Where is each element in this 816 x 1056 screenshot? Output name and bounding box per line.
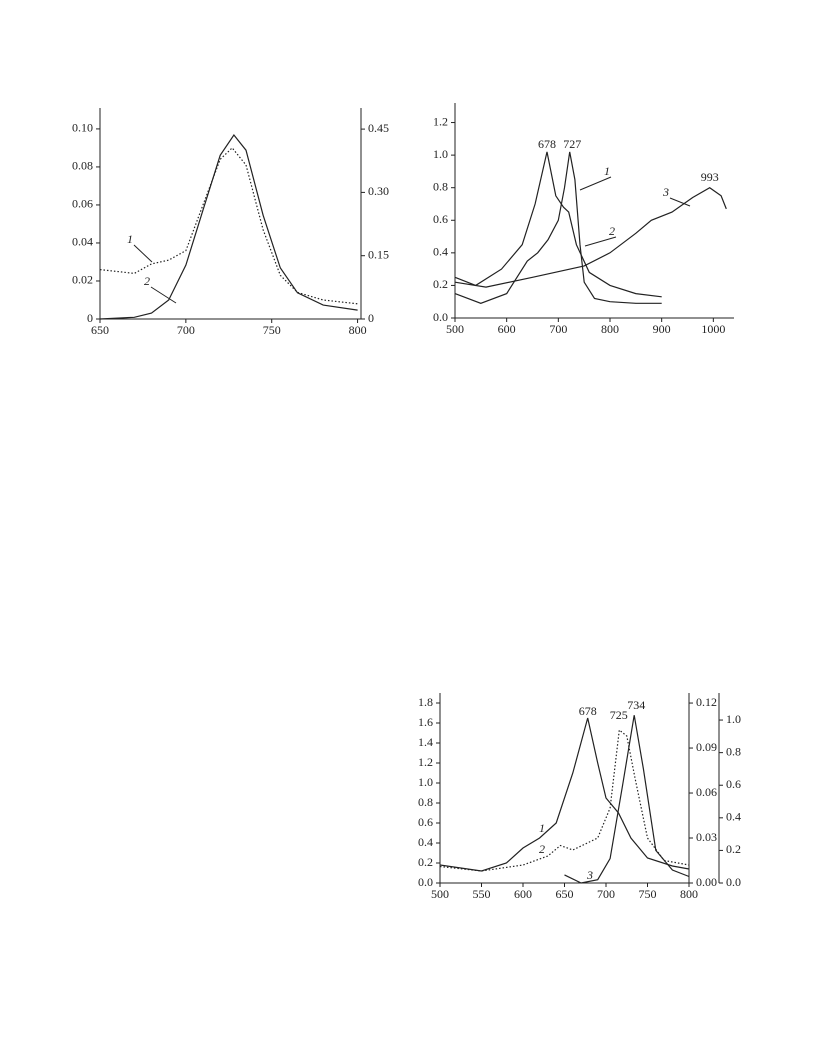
x-tick-label: 700 [177,323,195,337]
y2-tick-label: 0 [368,311,374,325]
x-tick-label: 800 [601,322,619,336]
curve [454,186,727,288]
y-tick-label: 0.10 [72,121,93,135]
x-tick-label: 750 [639,887,657,901]
curve [99,147,358,305]
y-tick-label: 0.0 [433,310,448,324]
y-tick-label: 1.6 [418,715,433,729]
x-tick-label: 750 [263,323,281,337]
leader [579,176,612,191]
peak-label: 727 [563,137,581,151]
leader [133,244,153,263]
y2-tick-label: 0.45 [368,121,389,135]
y-tick-label: 0.2 [418,855,433,869]
curve-label: 1 [604,164,610,178]
y-tick-label: 1.8 [418,695,433,709]
curve [564,715,690,884]
y-tick-label: 0.6 [418,815,433,829]
y-tick-label: 0.6 [433,212,448,226]
y3-tick-label: 1.0 [726,712,741,726]
curve-label: 2 [609,224,615,238]
x-tick-label: 500 [446,322,464,336]
y3-tick-label: 0.4 [726,810,741,824]
y-tick-label: 0.08 [72,159,93,173]
x-tick-label: 600 [498,322,516,336]
curve [439,728,690,872]
curve-label: 2 [144,274,150,288]
x-tick-label: 650 [91,323,109,337]
y2-tick-label: 0.09 [696,740,717,754]
peak-label: 678 [579,704,597,718]
curve [99,133,358,320]
peak-label: 725 [610,708,628,722]
x-tick-label: 800 [680,887,698,901]
y-tick-label: 0.06 [72,197,93,211]
x-tick-label: 800 [349,323,367,337]
peak-label: 993 [701,170,719,184]
y-tick-label: 0.04 [72,235,93,249]
y-tick-label: 0.4 [433,245,448,259]
peak-label: 734 [627,698,645,712]
y2-tick-label: 0.00 [696,875,717,889]
peak-label: 678 [538,137,556,151]
y-tick-label: 0.2 [433,277,448,291]
leader [150,286,177,304]
y3-tick-label: 0.6 [726,777,741,791]
x-tick-label: 700 [597,887,615,901]
curve-label: 3 [662,185,669,199]
y-tick-label: 1.2 [418,755,433,769]
y2-tick-label: 0.30 [368,184,389,198]
y2-tick-label: 0.03 [696,830,717,844]
y2-tick-label: 0.15 [368,247,389,261]
y-tick-label: 0.4 [418,835,433,849]
curve [439,717,690,872]
curve-label: 3 [586,868,593,882]
y-tick-label: 1.0 [433,147,448,161]
y-tick-label: 0.8 [433,179,448,193]
x-tick-label: 550 [473,887,491,901]
x-tick-label: 650 [556,887,574,901]
x-tick-label: 500 [431,887,449,901]
y-tick-label: 1.0 [418,775,433,789]
y3-tick-label: 0.2 [726,842,741,856]
x-tick-label: 900 [653,322,671,336]
x-tick-label: 700 [549,322,567,336]
curve-label: 1 [127,232,133,246]
y3-tick-label: 0.0 [726,875,741,889]
curve [454,151,662,304]
x-tick-label: 1000 [701,322,725,336]
curve-label: 2 [539,842,545,856]
y2-tick-label: 0.06 [696,785,717,799]
x-tick-label: 600 [514,887,532,901]
y-tick-label: 0.0 [418,875,433,889]
y2-tick-label: 0.12 [696,695,717,709]
y-tick-label: 0.02 [72,273,93,287]
y3-tick-label: 0.8 [726,744,741,758]
y-tick-label: 0 [87,311,93,325]
leader [669,197,691,207]
y-tick-label: 1.2 [433,114,448,128]
curve-label: 1 [539,821,545,835]
y-tick-label: 1.4 [418,735,433,749]
leader [584,236,617,247]
curve [454,151,662,298]
y-tick-label: 0.8 [418,795,433,809]
